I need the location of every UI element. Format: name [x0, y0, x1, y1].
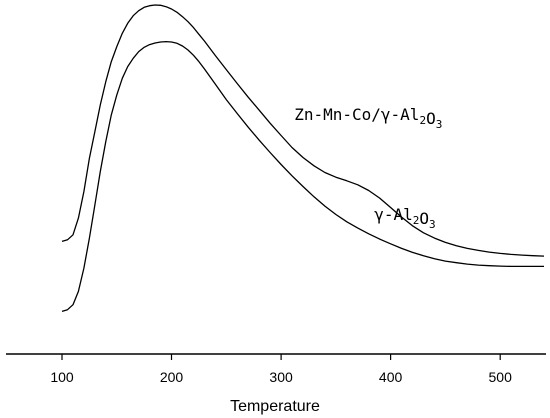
series-label-1: Zn-Mn-Co/γ-Al2O3	[294, 105, 442, 131]
series-line-2	[61, 40, 544, 313]
x-tick-label: 300	[269, 369, 293, 385]
x-axis-ticks: 100 200 300 400 500	[50, 354, 512, 385]
series-label-2: γ-Al2O3	[374, 205, 435, 231]
chart-curves	[61, 4, 545, 313]
x-tick-label: 200	[160, 369, 184, 385]
x-tick-label: 400	[379, 369, 403, 385]
chart-series-labels: Zn-Mn-Co/γ-Al2O3 γ-Al2O3	[294, 105, 442, 231]
x-axis-title: Temperature	[230, 398, 320, 415]
x-tick-label: 500	[489, 369, 513, 385]
x-tick-label: 100	[50, 369, 74, 385]
series-line-1	[61, 4, 545, 257]
